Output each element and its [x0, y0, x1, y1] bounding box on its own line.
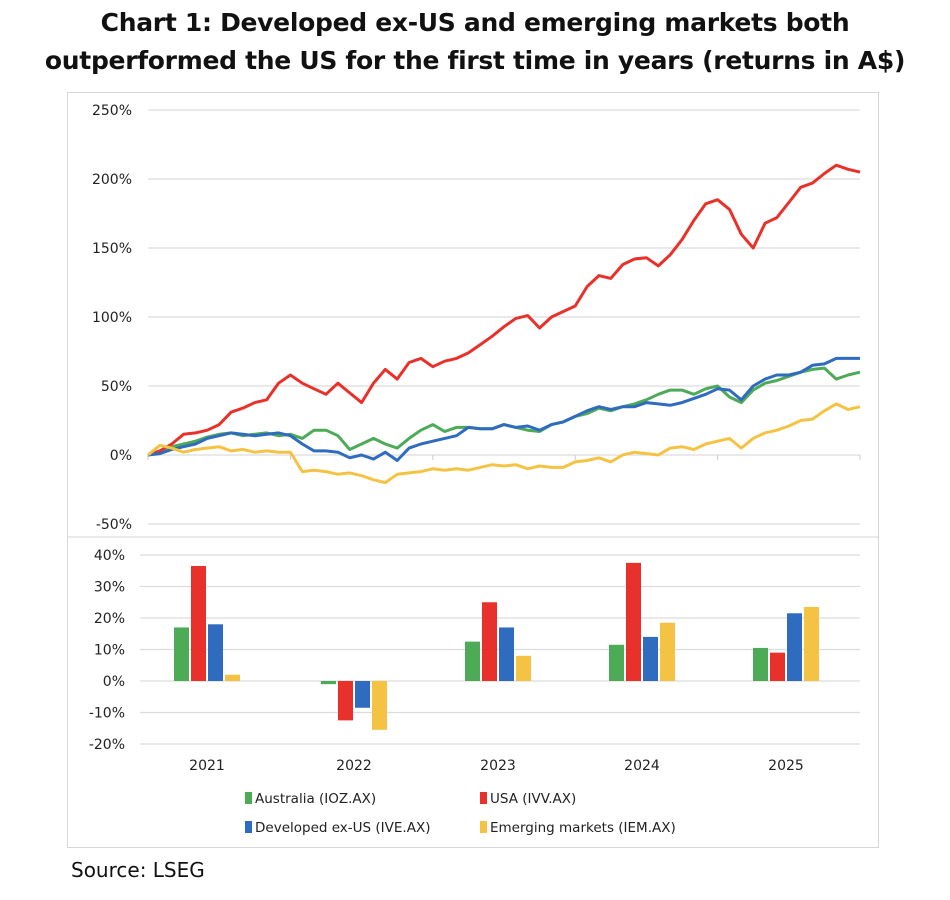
chart-title: Chart 1: Developed ex-US and emerging ma…	[0, 4, 950, 80]
x-tick-label: 2024	[624, 758, 660, 774]
legend-label: Emerging markets (IEM.AX)	[490, 820, 676, 836]
y-tick-label: 10%	[94, 643, 125, 659]
series-line-developed	[147, 356, 860, 462]
bar-2025-usa	[770, 652, 785, 681]
bar-2025-emerging	[804, 606, 819, 681]
y-tick-label: 40%	[94, 548, 125, 564]
y-tick-label: 250%	[92, 103, 132, 119]
bar-2022-usa	[338, 681, 353, 721]
legend-label: USA (IVV.AX)	[490, 791, 576, 807]
x-tick-label: 2025	[768, 758, 804, 774]
series-line-emerging	[147, 402, 861, 485]
y-tick-label: -50%	[96, 517, 132, 533]
bar-2021-emerging	[225, 674, 240, 681]
bar-2024-usa	[626, 562, 641, 681]
legend-swatch	[480, 821, 487, 833]
y-tick-label: 20%	[94, 611, 125, 627]
chart-frame	[67, 92, 879, 848]
bar-2024-emerging	[660, 622, 675, 681]
legend-swatch	[245, 792, 252, 804]
legend-swatch	[245, 821, 252, 833]
x-tick-label: 2022	[336, 758, 372, 774]
bar-2025-developed	[787, 613, 802, 681]
title-line-2: outperformed the US for the first time i…	[44, 46, 906, 75]
title-line-1: Chart 1: Developed ex-US and emerging ma…	[100, 8, 850, 37]
legend-label: Australia (IOZ.AX)	[255, 791, 376, 807]
y-tick-label: -20%	[89, 737, 125, 753]
bar-2022-australia	[321, 681, 336, 685]
y-tick-label: 100%	[92, 310, 132, 326]
legend-item: USA (IVV.AX)	[480, 791, 576, 807]
bar-2021-usa	[191, 566, 206, 681]
bar-2023-australia	[465, 641, 480, 681]
y-tick-label: 150%	[92, 241, 132, 257]
bar-2025-australia	[753, 647, 768, 681]
bar-2021-developed	[208, 624, 223, 681]
legend-swatch	[480, 792, 487, 804]
bar-2024-developed	[643, 636, 658, 681]
legend-label: Developed ex-US (IVE.AX)	[255, 820, 430, 836]
bar-2022-developed	[355, 681, 370, 708]
y-tick-label: 0%	[103, 674, 125, 690]
y-tick-label: 200%	[92, 172, 132, 188]
series-line-australia	[147, 366, 861, 457]
series-line-usa	[147, 163, 861, 457]
bar-2023-usa	[482, 602, 497, 681]
source-note: Source: LSEG	[71, 858, 205, 882]
y-tick-label: 50%	[101, 379, 132, 395]
x-tick-label: 2023	[480, 758, 516, 774]
y-tick-label: 30%	[94, 580, 125, 596]
x-tick-label: 2021	[189, 758, 225, 774]
bar-2024-australia	[609, 644, 624, 681]
y-tick-label: 0%	[110, 448, 132, 464]
legend-item: Developed ex-US (IVE.AX)	[245, 820, 430, 836]
legend-item: Australia (IOZ.AX)	[245, 791, 376, 807]
bar-2023-emerging	[516, 655, 531, 681]
legend-item: Emerging markets (IEM.AX)	[480, 820, 676, 836]
bar-2023-developed	[499, 627, 514, 681]
bar-2021-australia	[174, 627, 189, 681]
y-tick-label: -10%	[89, 706, 125, 722]
bar-2022-emerging	[372, 681, 387, 730]
